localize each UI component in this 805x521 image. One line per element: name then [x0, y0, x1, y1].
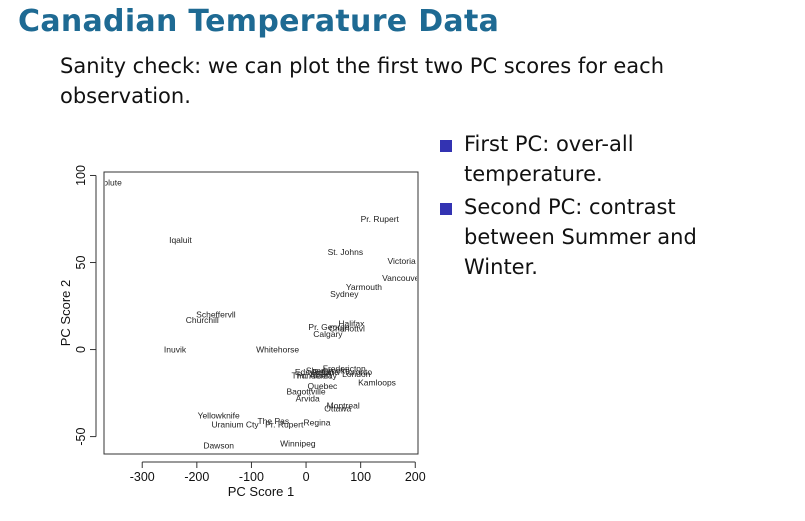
point-label: Fredericton [323, 364, 366, 374]
point-label: Uranium Cty [211, 419, 259, 429]
x-tick-label: 100 [350, 470, 371, 484]
intro-text: Sanity check: we can plot the first two … [60, 54, 665, 108]
point-label: Pr. George [308, 322, 349, 332]
slide-title: Canadian Temperature Data [18, 4, 500, 39]
x-axis-label: PC Score 1 [228, 484, 294, 499]
point-label: Pr. Rupert [265, 419, 304, 429]
plot-frame [103, 171, 419, 455]
bullet-square-icon [440, 203, 452, 215]
bullet-text: Second PC: contrast between Summer and W… [464, 195, 697, 279]
point-label: Kamloops [358, 378, 396, 388]
point-label: The Pas [257, 416, 289, 426]
point-label: Winnipeg [280, 439, 316, 449]
point-label: Victoria [388, 256, 416, 266]
point-label: Whitehorse [256, 345, 299, 355]
point-label: Dawson [203, 440, 234, 450]
point-label: Bagottville [286, 386, 325, 396]
x-tick-label: -200 [184, 470, 209, 484]
y-tick-label: 0 [74, 346, 88, 353]
point-label: Pr. Rupert [361, 214, 400, 224]
point-label: Calgary [313, 329, 343, 339]
point-label: Toronto [344, 367, 373, 377]
point-label: Montreal [327, 400, 360, 410]
y-tick-label: 50 [74, 256, 88, 270]
point-label: Thunderbay [292, 371, 338, 381]
point-label: London [342, 369, 371, 379]
point-label: Halifax [338, 318, 365, 328]
point-label: Arvida [296, 393, 320, 403]
bullet-item: Second PC: contrast between Summer and W… [440, 192, 740, 282]
bullet-list: First PC: over-all temperature. Second P… [440, 129, 740, 285]
point-label: Charlottvl [329, 324, 365, 334]
point-label: Scheffervll [196, 310, 236, 320]
point-label: St. Johns [328, 247, 363, 257]
point-label: Sherbrooke [306, 365, 350, 375]
y-axis-label: PC Score 2 [58, 280, 73, 346]
x-tick-label: -300 [130, 470, 155, 484]
x-tick-label: -100 [239, 470, 264, 484]
point-label: Regina [304, 418, 331, 428]
bullet-item: First PC: over-all temperature. [440, 129, 740, 189]
point-label: Inuvik [164, 345, 187, 355]
point-label: Edmonton [295, 367, 334, 377]
y-axis: -50 0 50 100 [74, 165, 97, 446]
bullet-square-icon [440, 140, 452, 152]
point-label: Iqaluit [169, 235, 192, 245]
x-axis: -300 -200 -100 0 100 200 [130, 461, 426, 484]
point-label: Yellowknife [198, 411, 240, 421]
bullet-text: First PC: over-all temperature. [464, 132, 634, 186]
x-tick-label: 0 [303, 470, 310, 484]
point-label: Regina [312, 367, 339, 377]
point-label: Churchill [186, 315, 219, 325]
point-labels: Resolute Iqaluit Pr. Rupert St. Johns Victor… [88, 177, 422, 450]
y-tick-label: 100 [74, 165, 88, 186]
point-label: Ottawa [324, 404, 351, 414]
y-tick-label: -50 [74, 428, 88, 446]
x-tick-label: 200 [405, 470, 426, 484]
point-label: Vancouver [382, 273, 422, 283]
point-label: Pr. Albert [297, 371, 332, 381]
point-label: Quebec [308, 381, 339, 391]
point-label-group: Resolute Iqaluit Pr. Rupert St. Johns Victor… [88, 177, 422, 450]
point-label: Resolute [88, 177, 122, 187]
point-label: Sydney [330, 289, 359, 299]
point-label: Yarmouth [346, 282, 382, 292]
